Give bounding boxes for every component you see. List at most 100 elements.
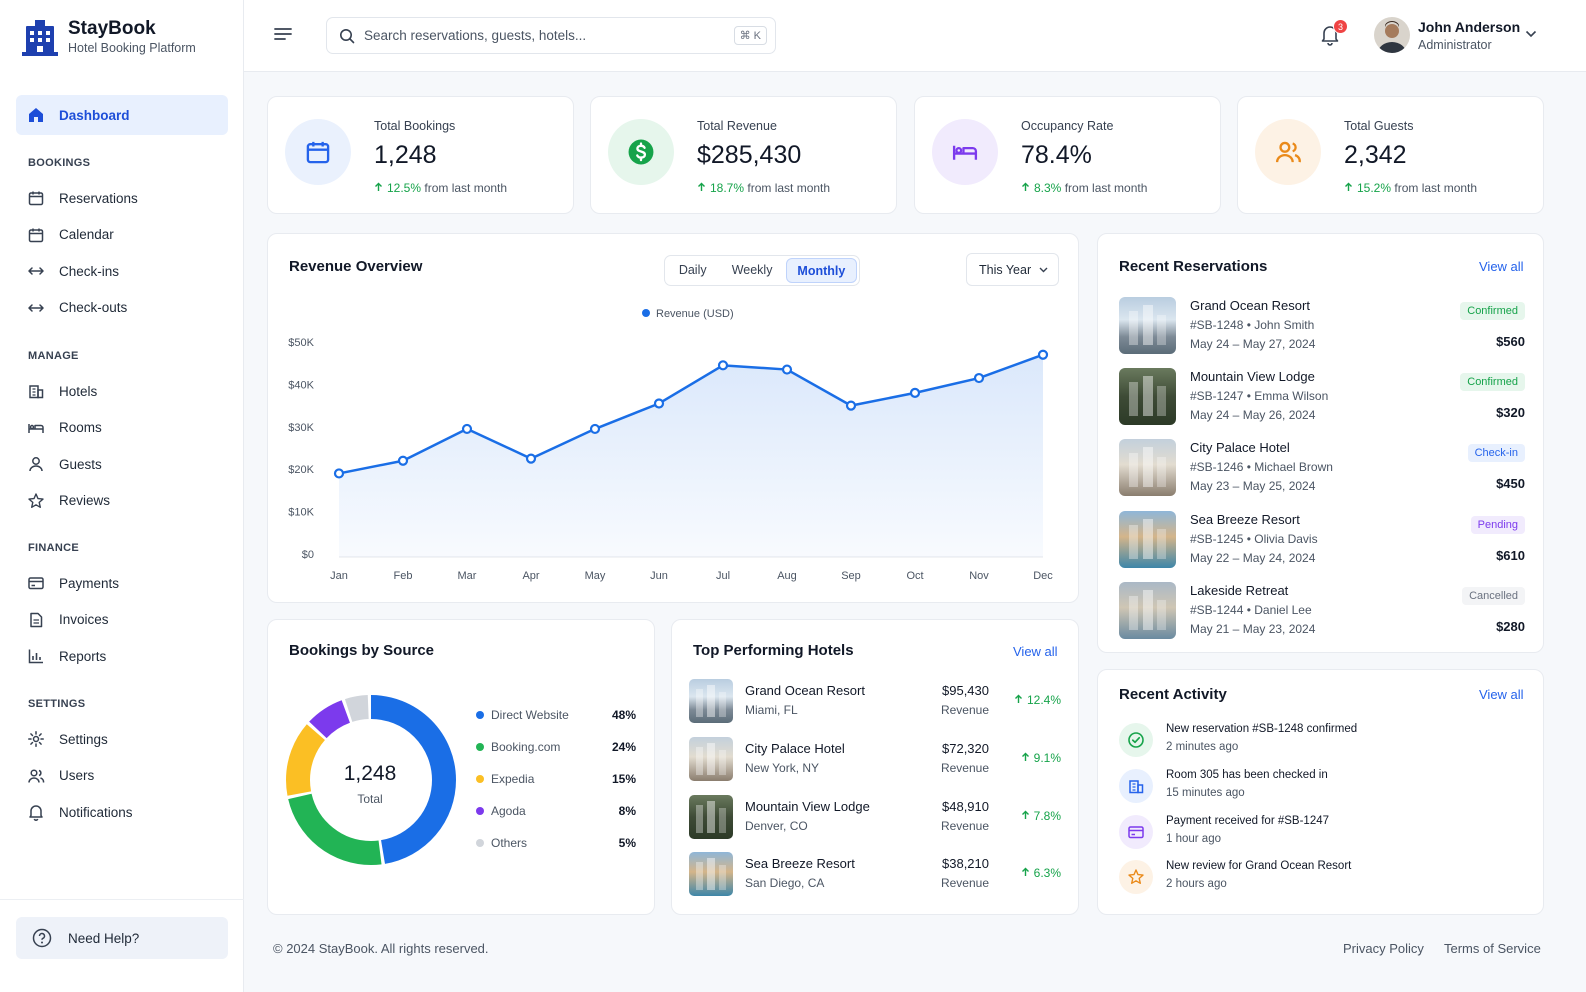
data-point-sep[interactable] — [845, 400, 857, 411]
need-help-button[interactable]: Need Help? — [16, 917, 228, 959]
document-icon — [30, 612, 43, 627]
data-point-feb[interactable] — [397, 455, 409, 466]
revenue-line — [338, 353, 1044, 475]
legend-dot — [476, 711, 484, 719]
source-percent: 8% — [618, 804, 636, 818]
reservation-hotel: Sea Breeze Resort — [1190, 511, 1300, 527]
tab-weekly[interactable]: Weekly — [731, 263, 773, 277]
donut-slice-expedia[interactable] — [286, 695, 456, 865]
sidebar-item-label: Reviews — [59, 493, 111, 509]
tab-monthly[interactable]: Monthly — [785, 258, 857, 283]
top-hotel-row[interactable]: Sea Breeze Resort San Diego, CA $38,210 … — [689, 852, 1061, 898]
hotel-location: Miami, FL — [745, 703, 798, 717]
gear-icon — [28, 731, 44, 747]
menu-icon[interactable] — [274, 26, 292, 42]
data-point-jul[interactable] — [717, 360, 729, 371]
sidebar-item-label: Dashboard — [59, 107, 130, 123]
data-point-aug[interactable] — [781, 364, 793, 375]
status-badge: Cancelled — [1462, 586, 1525, 605]
view-all-hotels-link[interactable]: View all — [1013, 644, 1058, 659]
donut-chart — [286, 695, 456, 865]
sidebar-item-calendar[interactable]: Calendar — [16, 218, 228, 252]
arrow-up-icon — [1345, 182, 1352, 191]
sidebar-item-check-outs[interactable]: Check-outs — [16, 291, 228, 325]
data-point-dec[interactable] — [1037, 349, 1049, 360]
legend-dot — [476, 839, 484, 847]
terms-of-service-link[interactable]: Terms of Service — [1444, 941, 1541, 956]
sidebar: StayBook Hotel Booking Platform Dashboar… — [0, 0, 244, 992]
sidebar-item-hotels[interactable]: Hotels — [16, 374, 228, 408]
sidebar-item-guests[interactable]: Guests — [16, 447, 228, 481]
search-bar[interactable]: ⌘ K — [326, 17, 776, 54]
user-name[interactable]: John Anderson — [1418, 19, 1521, 35]
data-point-may[interactable] — [589, 423, 601, 435]
sidebar-item-rooms[interactable]: Rooms — [16, 411, 228, 445]
hotel-change-percent: 7.8% — [1033, 808, 1061, 823]
users-icon — [1275, 141, 1301, 163]
stat-label: Total Guests — [1344, 119, 1414, 133]
arrow-up-icon — [1021, 810, 1029, 819]
period-value: This Year — [979, 262, 1032, 277]
sidebar-item-reviews[interactable]: Reviews — [16, 484, 228, 518]
reservation-price: $450 — [1496, 476, 1525, 492]
top-hotel-row[interactable]: Mountain View Lodge Denver, CO $48,910 R… — [689, 794, 1061, 841]
activity-text: Room 305 has been checked in — [1166, 768, 1328, 781]
reservation-row[interactable]: Mountain View Lodge #SB-1247 • Emma Wils… — [1119, 368, 1525, 428]
x-tick-label: Jul — [716, 570, 730, 582]
sidebar-item-reservations[interactable]: Reservations — [16, 181, 228, 215]
reservation-row[interactable]: City Palace Hotel #SB-1246 • Michael Bro… — [1119, 439, 1525, 499]
reservation-id-guest: #SB-1246 • Michael Brown — [1190, 460, 1333, 475]
activity-item[interactable]: New review for Grand Ocean Resort 2 hour… — [1119, 860, 1519, 904]
data-point-apr[interactable] — [525, 453, 537, 464]
x-tick-label: Nov — [969, 570, 989, 582]
user-role: Administrator — [1418, 38, 1492, 52]
avatar[interactable] — [1374, 17, 1410, 53]
sidebar-item-reports[interactable]: Reports — [16, 639, 228, 673]
reservation-row[interactable]: Grand Ocean Resort #SB-1248 • John Smith… — [1119, 297, 1525, 357]
privacy-policy-link[interactable]: Privacy Policy — [1343, 941, 1424, 956]
sidebar-item-dashboard[interactable]: Dashboard — [16, 95, 228, 135]
activity-item[interactable]: New reservation #SB-1248 confirmed 2 min… — [1119, 723, 1519, 767]
sidebar-item-users[interactable]: Users — [16, 759, 228, 793]
data-point-nov[interactable] — [973, 372, 985, 384]
help-label: Need Help? — [68, 930, 140, 946]
x-tick-label: Mar — [458, 570, 477, 582]
reservation-row[interactable]: Sea Breeze Resort #SB-1245 • Olivia Davi… — [1119, 510, 1525, 571]
reservation-hotel: Lakeside Retreat — [1190, 582, 1289, 598]
chevron-down-icon[interactable] — [1525, 30, 1537, 38]
activity-item[interactable]: Payment received for #SB-1247 1 hour ago — [1119, 814, 1519, 859]
recent-activity-card: Recent Activity View all New reservation… — [1097, 669, 1544, 915]
period-select[interactable]: This Year — [966, 253, 1059, 286]
top-hotel-row[interactable]: City Palace Hotel New York, NY $72,320 R… — [689, 736, 1061, 783]
reservation-row[interactable]: Lakeside Retreat #SB-1244 • Daniel Lee M… — [1119, 581, 1525, 642]
activity-item[interactable]: Room 305 has been checked in 15 minutes … — [1119, 768, 1519, 813]
search-input[interactable] — [364, 28, 724, 43]
activity-time: 1 hour ago — [1166, 832, 1221, 845]
brand-subtitle: Hotel Booking Platform — [68, 41, 196, 55]
donut-slice-booking-com[interactable] — [286, 695, 456, 865]
view-all-activity-link[interactable]: View all — [1479, 687, 1524, 702]
top-hotel-row[interactable]: Grand Ocean Resort Miami, FL $95,430 Rev… — [689, 679, 1061, 725]
notifications-bell-icon[interactable] — [1320, 24, 1340, 46]
source-percent: 48% — [611, 708, 636, 722]
hotel-revenue-label: Revenue — [940, 876, 989, 891]
nav-section-title: MANAGE — [28, 350, 79, 362]
view-all-reservations-link[interactable]: View all — [1479, 259, 1524, 274]
sidebar-item-check-ins[interactable]: Check-ins — [16, 254, 228, 288]
data-point-oct[interactable] — [909, 387, 921, 398]
data-point-jan[interactable] — [333, 468, 345, 479]
sidebar-item-settings[interactable]: Settings — [16, 722, 228, 756]
sidebar-item-notifications[interactable]: Notifications — [16, 795, 228, 829]
data-point-jun[interactable] — [653, 398, 665, 409]
sidebar-item-payments[interactable]: Payments — [16, 566, 228, 600]
donut-slice-direct-website[interactable] — [286, 695, 456, 865]
sidebar-item-invoices[interactable]: Invoices — [16, 603, 228, 637]
tab-daily[interactable]: Daily — [678, 263, 707, 277]
x-tick-label: Apr — [522, 570, 539, 582]
x-tick-label: Aug — [777, 570, 797, 582]
brand[interactable]: StayBook Hotel Booking Platform — [22, 18, 196, 56]
x-tick-label: Jun — [650, 570, 668, 582]
data-point-mar[interactable] — [461, 423, 473, 435]
stat-card: Occupancy Rate 78.4% 8.3% from last mont… — [914, 96, 1221, 214]
bed-icon — [952, 145, 978, 160]
